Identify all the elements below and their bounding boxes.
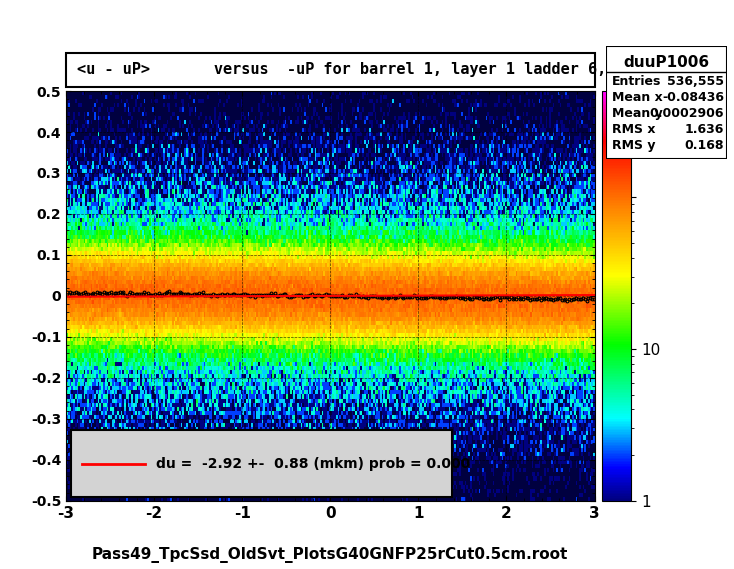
Text: <u - uP>       versus  -uP for barrel 1, layer 1 ladder 6, all wafers: <u - uP> versus -uP for barrel 1, layer … xyxy=(76,63,706,77)
Text: duuP1006: duuP1006 xyxy=(623,55,709,69)
Text: RMS x: RMS x xyxy=(611,123,655,136)
Text: 0.168: 0.168 xyxy=(685,139,724,152)
Text: 0.0002906: 0.0002906 xyxy=(650,108,724,120)
Text: $10^2$: $10^2$ xyxy=(661,64,689,83)
FancyBboxPatch shape xyxy=(606,46,727,159)
Text: Pass49_TpcSsd_OldSvt_PlotsG40GNFP25rCut0.5cm.root: Pass49_TpcSsd_OldSvt_PlotsG40GNFP25rCut0… xyxy=(92,547,569,563)
Text: RMS y: RMS y xyxy=(611,139,655,152)
FancyBboxPatch shape xyxy=(71,430,452,497)
Text: Mean x: Mean x xyxy=(611,92,662,104)
Text: 1.636: 1.636 xyxy=(685,123,724,136)
Text: Entries: Entries xyxy=(611,76,661,88)
Text: Mean y: Mean y xyxy=(611,108,662,120)
Text: -0.08436: -0.08436 xyxy=(662,92,724,104)
Text: 536,555: 536,555 xyxy=(667,76,724,88)
Text: du =  -2.92 +-  0.88 (mkm) prob = 0.000: du = -2.92 +- 0.88 (mkm) prob = 0.000 xyxy=(156,457,470,471)
FancyBboxPatch shape xyxy=(66,53,595,87)
